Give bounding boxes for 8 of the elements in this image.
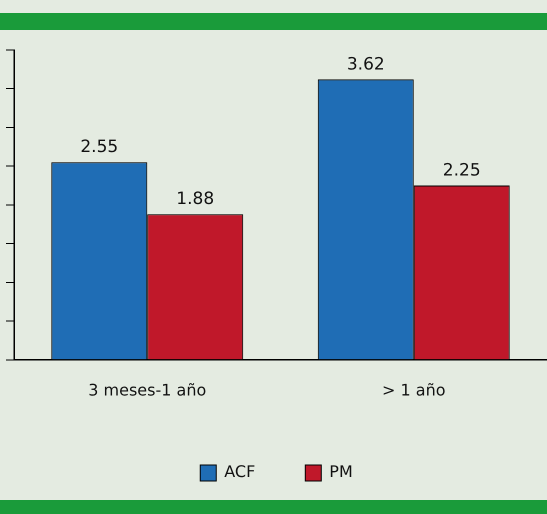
x-tick-label: 3 meses-1 año: [88, 380, 206, 400]
data-label: 2.25: [442, 160, 481, 180]
data-label: 3.62: [346, 54, 385, 74]
legend-label: PM: [329, 462, 353, 482]
data-label: 1.88: [176, 189, 214, 210]
x-tick-label: > 1 año: [382, 380, 446, 400]
data-label: 2.55: [80, 137, 118, 158]
legend-label: ACF: [224, 462, 256, 482]
